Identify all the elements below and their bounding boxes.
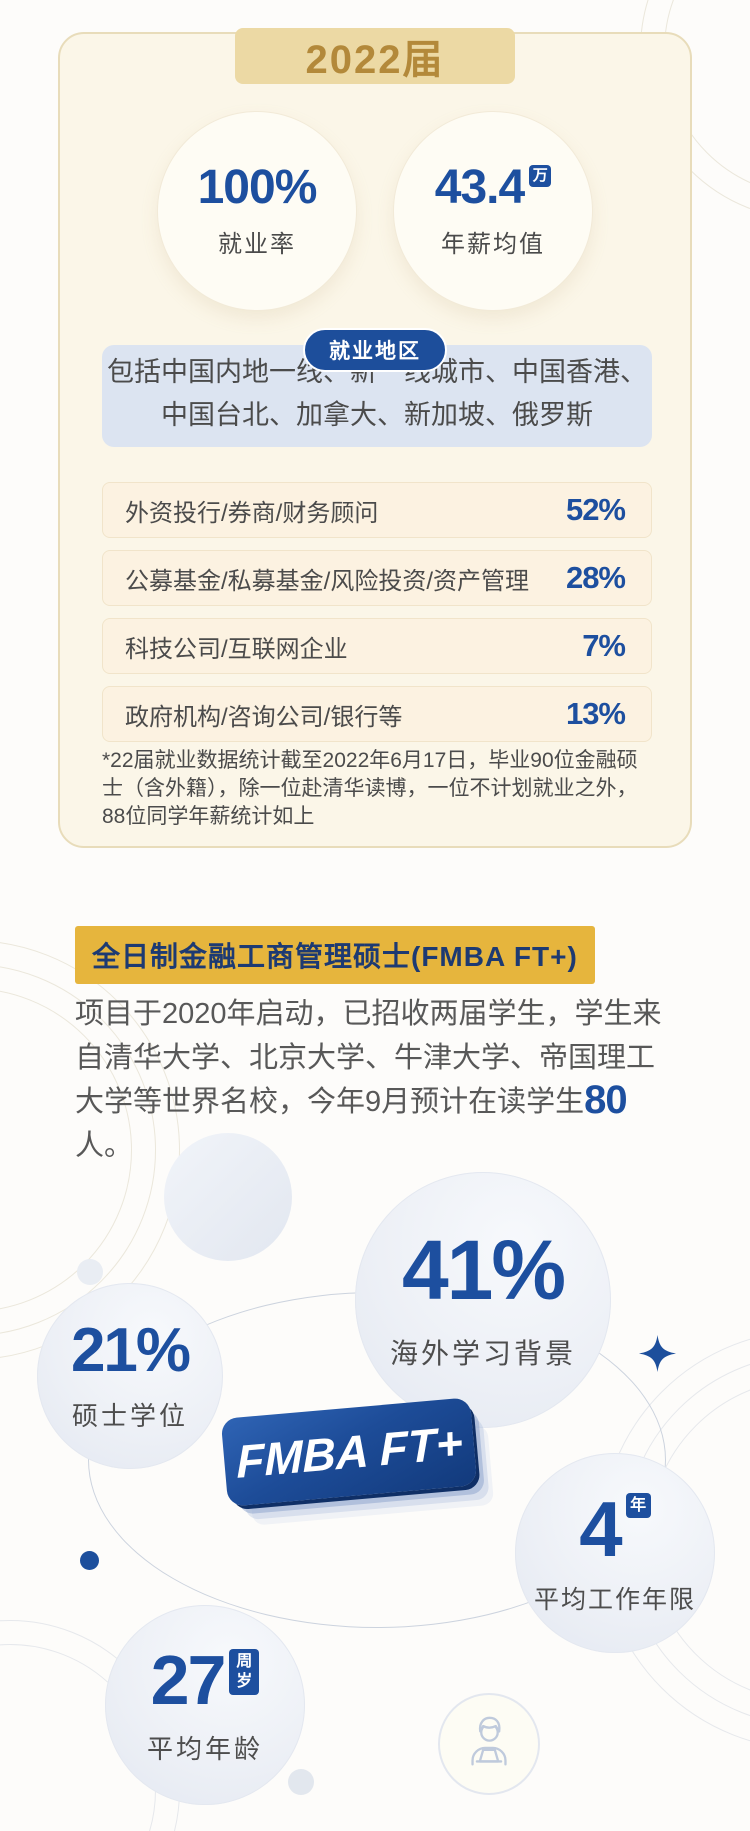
sector-label: 公募基金/私募基金/风险投资/资产管理 [125,567,530,595]
sector-row: 公募基金/私募基金/风险投资/资产管理 28% [102,550,652,606]
employment-rate-label: 就业率 [218,230,296,258]
employment-stat-circles: 100% 就业率 43.4 万 年薪均值 [60,112,690,310]
fmba-intro-paragraph: 项目于2020年启动，已招收两届学生，学生来自清华大学、北京大学、牛津大学、帝国… [75,992,683,1168]
class-2022-card: 2022届 100% 就业率 43.4 万 年薪均值 就业地区 包括中国内地一线… [58,28,692,848]
work-experience-circle: 4 年 平均工作年限 [515,1453,715,1653]
region-badge: 就业地区 [303,328,447,372]
salary-number: 43.4 [434,160,525,214]
sparkle-icon [639,1335,676,1372]
masters-degree-label: 硕士学位 [71,1400,188,1431]
masters-degree-value: 21% [70,1315,191,1385]
years-unit-tag: 年 [625,1493,651,1518]
sector-label: 科技公司/互联网企业 [125,635,348,663]
sector-label: 外资投行/券商/财务顾问 [125,499,379,527]
sector-value: 7% [582,628,626,663]
sector-value: 52% [565,492,626,527]
average-age-circle: 27 周岁 平均年龄 [105,1605,305,1805]
salary-circle: 43.4 万 年薪均值 [394,112,592,310]
student-laptop-icon [471,1716,507,1766]
employment-rate-value: 100% [197,160,318,214]
footnote: *22届就业数据统计截至2022年6月17日，毕业90位金融硕士（含外籍），除一… [102,749,638,828]
intro-text: 人。 [75,1130,134,1163]
employment-rate-circle: 100% 就业率 [158,112,356,310]
work-experience-label: 平均工作年限 [533,1586,696,1614]
salary-unit-tag: 万 [529,164,552,187]
fmba-badge-label: FMBA FT+ [235,1416,463,1488]
overseas-study-value: 41% [401,1223,566,1317]
sector-value: 28% [565,560,626,595]
sector-row: 外资投行/券商/财务顾问 52% [102,482,652,538]
work-experience-value: 4 年 [579,1485,651,1573]
intro-text: 项目于2020年启动，已招收两届学生，学生来自清华大学、北京大学、牛津大学、帝国… [75,998,662,1119]
overseas-study-circle: 41% 海外学习背景 [355,1172,611,1428]
decorative-circle [164,1133,292,1261]
class-year-tab: 2022届 [235,28,515,84]
sector-row: 科技公司/互联网企业 7% [102,618,652,674]
orbit-blue-dot [80,1551,99,1570]
work-experience-number: 4 [579,1485,622,1573]
average-age-number: 27 [150,1640,227,1719]
class-year-label: 2022届 [305,38,445,82]
sector-rows: 外资投行/券商/财务顾问 52% 公募基金/私募基金/风险投资/资产管理 28%… [102,482,652,742]
region-text-line: 中国台北、加拿大、新加坡、俄罗斯 [161,399,593,430]
salary-value: 43.4 万 [434,160,552,214]
salary-label: 年薪均值 [441,230,545,258]
student-count-highlight: 80 [584,1078,627,1123]
sector-label: 政府机构/咨询公司/银行等 [125,703,403,731]
decorative-gray-dot [288,1769,314,1795]
overseas-study-label: 海外学习背景 [389,1338,576,1369]
student-icon-circle [438,1693,540,1795]
masters-degree-circle: 21% 硕士学位 [37,1283,223,1469]
sector-value: 13% [565,696,626,731]
fmba-section-title: 全日制金融工商管理硕士(FMBA FT+) [75,926,595,984]
average-age-value: 27 周岁 [151,1645,260,1715]
average-age-label: 平均年龄 [146,1733,263,1764]
sector-row: 政府机构/咨询公司/银行等 13% [102,686,652,742]
age-unit-tag: 周岁 [229,1648,260,1695]
decorative-gray-dot [77,1259,103,1285]
